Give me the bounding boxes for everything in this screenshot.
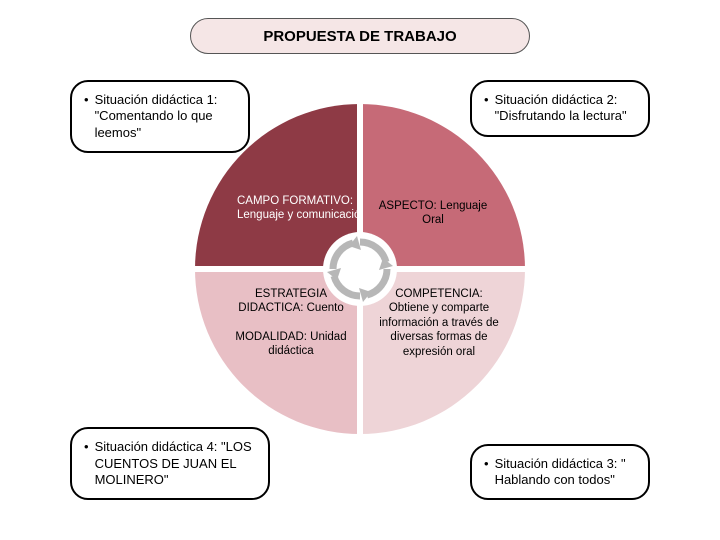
- title-text: PROPUESTA DE TRABAJO: [263, 28, 456, 45]
- corner-bl-text: Situación didáctica 4: "LOS CUENTOS DE J…: [95, 439, 256, 488]
- title-banner: PROPUESTA DE TRABAJO: [190, 18, 530, 54]
- quadrant-bl-line2: MODALIDAD: Unidad didáctica: [231, 330, 351, 359]
- bullet-dot: •: [84, 92, 89, 141]
- bullet-dot: •: [484, 456, 489, 489]
- circle-diagram: CAMPO FORMATIVO: Lenguaje y comunicación…: [195, 104, 525, 434]
- center-hub: [323, 232, 397, 306]
- bullet-dot: •: [84, 439, 89, 488]
- quadrant-tl-text: CAMPO FORMATIVO: Lenguaje y comunicación: [237, 194, 360, 223]
- corner-box-bl: • Situación didáctica 4: "LOS CUENTOS DE…: [70, 427, 270, 500]
- cycle-arrows-icon: [323, 232, 397, 306]
- quadrant-tr-text: ASPECTO: Lenguaje Oral: [368, 199, 498, 228]
- corner-box-br: • Situación didáctica 3: " Hablando con …: [470, 444, 650, 501]
- corner-br-text: Situación didáctica 3: " Hablando con to…: [495, 456, 636, 489]
